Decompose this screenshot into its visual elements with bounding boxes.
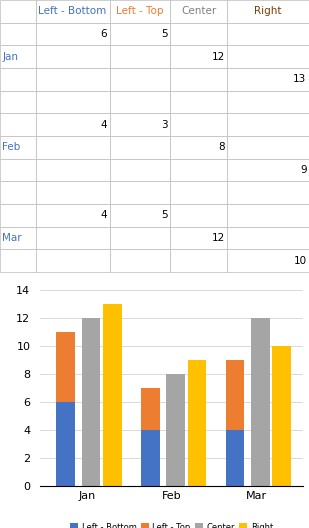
Bar xyxy=(251,318,270,486)
Text: 6: 6 xyxy=(101,29,107,39)
Bar xyxy=(110,0,170,23)
Bar xyxy=(82,318,100,486)
Bar xyxy=(167,374,185,486)
Bar xyxy=(110,249,170,272)
Text: Center: Center xyxy=(181,6,216,16)
Bar xyxy=(227,136,309,158)
Bar xyxy=(110,158,170,181)
Text: 4: 4 xyxy=(101,120,107,130)
Bar xyxy=(110,45,170,68)
Bar xyxy=(188,360,206,486)
Bar xyxy=(36,45,110,68)
Bar xyxy=(36,68,110,91)
Text: 3: 3 xyxy=(161,120,167,130)
Bar xyxy=(110,227,170,249)
Bar xyxy=(110,91,170,114)
Bar xyxy=(227,91,309,114)
Bar xyxy=(170,249,227,272)
Bar xyxy=(36,181,110,204)
Bar xyxy=(36,91,110,114)
Text: 10: 10 xyxy=(294,256,307,266)
Bar xyxy=(56,332,75,402)
Bar xyxy=(226,360,244,430)
Text: 12: 12 xyxy=(211,52,225,62)
Bar xyxy=(110,114,170,136)
Bar xyxy=(170,68,227,91)
Bar xyxy=(227,68,309,91)
Bar xyxy=(227,114,309,136)
Legend: Left - Bottom, Left - Top, Center, Right: Left - Bottom, Left - Top, Center, Right xyxy=(67,519,276,528)
Bar xyxy=(170,136,227,158)
Bar xyxy=(170,23,227,45)
Bar xyxy=(36,204,110,227)
Text: 5: 5 xyxy=(161,210,167,220)
Bar xyxy=(141,388,160,430)
Bar xyxy=(170,0,227,23)
Bar xyxy=(110,181,170,204)
Bar xyxy=(170,158,227,181)
Bar xyxy=(36,23,110,45)
Bar xyxy=(170,114,227,136)
Bar xyxy=(36,158,110,181)
Text: Left - Top: Left - Top xyxy=(116,6,163,16)
Bar xyxy=(227,204,309,227)
Text: Jan: Jan xyxy=(2,52,19,62)
Bar xyxy=(227,23,309,45)
Bar xyxy=(103,304,121,486)
Bar xyxy=(36,114,110,136)
Text: 4: 4 xyxy=(101,210,107,220)
Text: Mar: Mar xyxy=(2,233,22,243)
Bar xyxy=(227,249,309,272)
Bar xyxy=(227,158,309,181)
Bar xyxy=(0,91,36,114)
Bar xyxy=(227,0,309,23)
Bar xyxy=(0,136,36,158)
Bar xyxy=(0,45,36,68)
Bar xyxy=(36,227,110,249)
Bar xyxy=(0,204,36,227)
Bar xyxy=(170,181,227,204)
Bar xyxy=(170,45,227,68)
Text: Feb: Feb xyxy=(2,142,21,152)
Bar xyxy=(36,136,110,158)
Bar xyxy=(227,181,309,204)
Bar xyxy=(36,0,110,23)
Text: 5: 5 xyxy=(161,29,167,39)
Bar xyxy=(110,136,170,158)
Bar xyxy=(0,23,36,45)
Bar xyxy=(110,204,170,227)
Bar xyxy=(227,45,309,68)
Bar xyxy=(170,204,227,227)
Bar xyxy=(226,430,244,486)
Bar xyxy=(0,114,36,136)
Bar xyxy=(141,430,160,486)
Bar xyxy=(0,0,36,23)
Bar xyxy=(170,91,227,114)
Bar xyxy=(0,249,36,272)
Text: 13: 13 xyxy=(293,74,307,84)
Bar xyxy=(272,346,291,486)
Text: Left - Bottom: Left - Bottom xyxy=(39,6,107,16)
Bar xyxy=(56,402,75,486)
Text: 9: 9 xyxy=(300,165,307,175)
Bar xyxy=(0,158,36,181)
Text: 8: 8 xyxy=(218,142,225,152)
Bar xyxy=(0,181,36,204)
Bar xyxy=(110,68,170,91)
Text: Right: Right xyxy=(254,6,282,16)
Bar xyxy=(0,227,36,249)
Bar xyxy=(170,227,227,249)
Bar xyxy=(36,249,110,272)
Bar xyxy=(0,68,36,91)
Bar xyxy=(227,227,309,249)
Text: 12: 12 xyxy=(211,233,225,243)
Bar xyxy=(110,23,170,45)
